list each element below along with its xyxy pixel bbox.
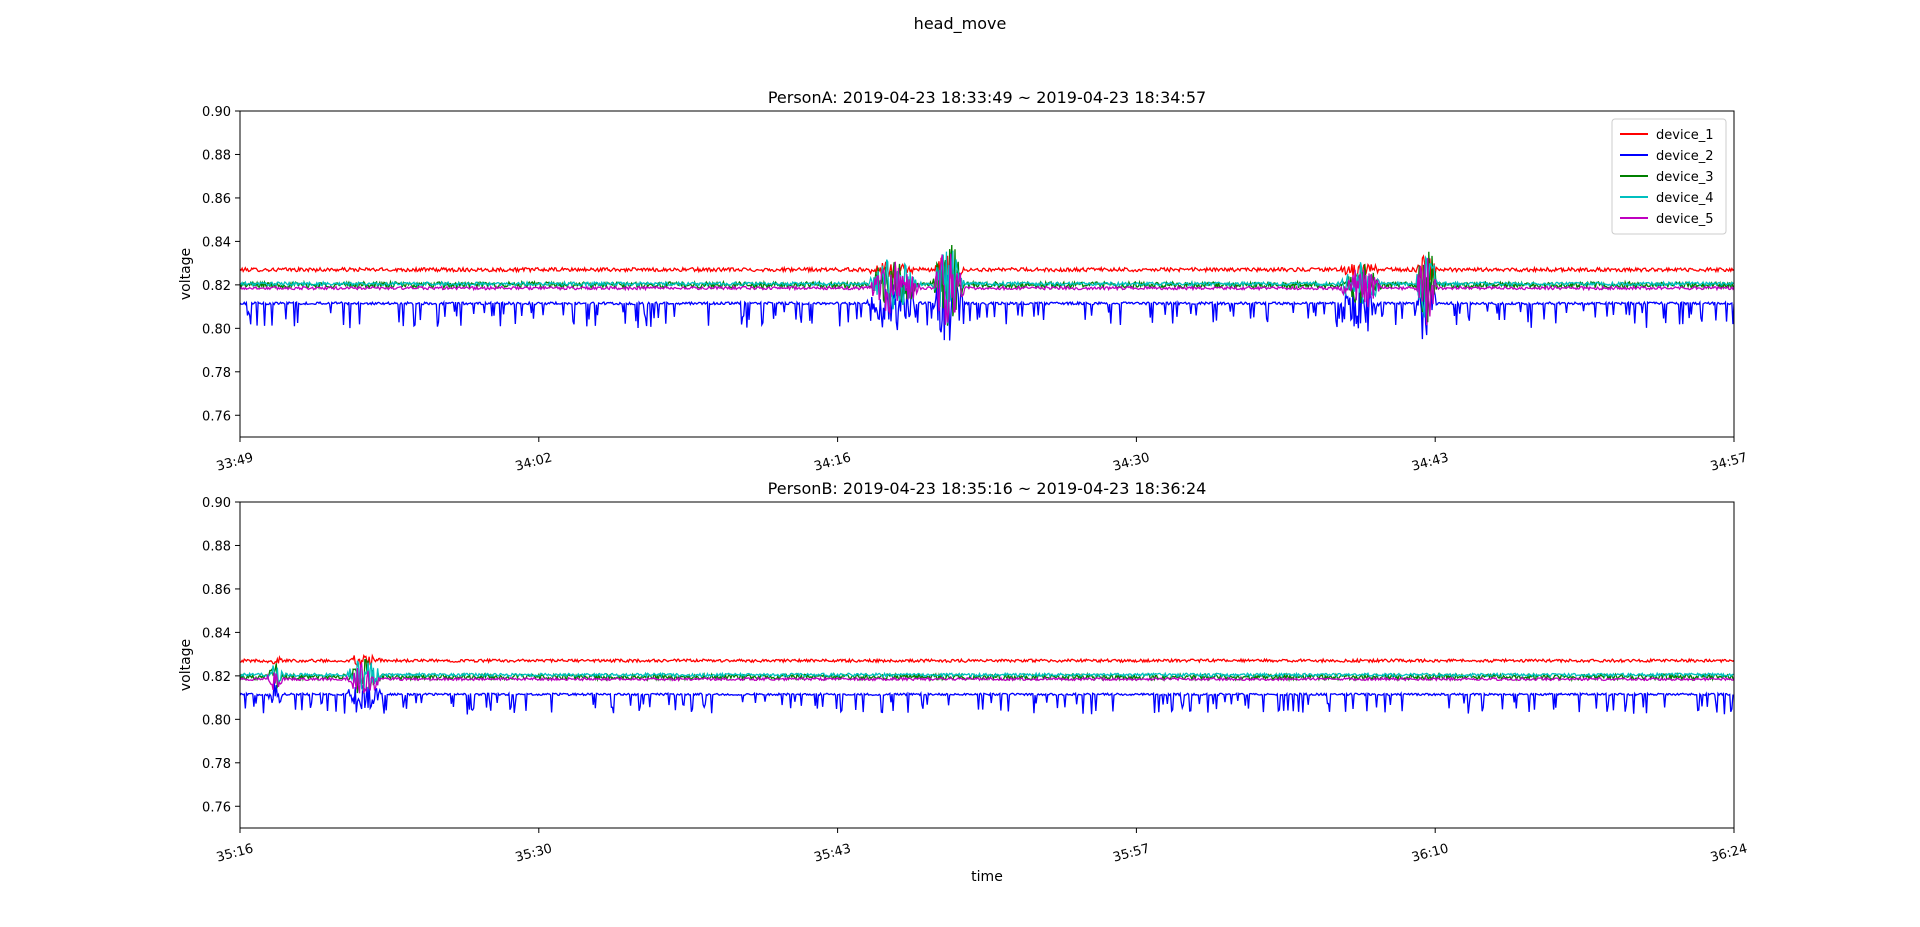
series-line-device_1 xyxy=(240,254,1734,283)
subplot-title: PersonB: 2019-04-23 18:35:16 ~ 2019-04-2… xyxy=(768,479,1207,498)
y-tick-label: 0.88 xyxy=(202,148,231,163)
y-tick-label: 0.84 xyxy=(202,626,231,641)
series-line-device_1 xyxy=(240,653,1734,668)
series-line-device_5 xyxy=(240,661,1734,694)
y-axis-label: voltage xyxy=(178,639,194,691)
y-tick-label: 0.86 xyxy=(202,583,231,598)
figure-suptitle: head_move xyxy=(914,14,1007,34)
legend-label-device_5: device_5 xyxy=(1656,212,1713,227)
y-tick-label: 0.76 xyxy=(202,800,231,815)
series-group xyxy=(240,653,1734,715)
y-axis-label: voltage xyxy=(178,248,194,300)
series-line-device_4 xyxy=(240,660,1734,694)
y-tick-label: 0.90 xyxy=(202,105,231,120)
y-tick-label: 0.78 xyxy=(202,757,231,772)
y-tick-label: 0.84 xyxy=(202,235,231,250)
legend: device_1 device_2 device_3 device_4 device_5 xyxy=(1611,118,1727,235)
plot-frame xyxy=(239,110,1735,438)
series-line-device_5 xyxy=(240,253,1734,326)
legend-label-device_2: device_2 xyxy=(1656,149,1713,164)
y-tick-label: 0.82 xyxy=(202,670,231,685)
series-line-device_2 xyxy=(240,271,1734,341)
y-tick-label: 0.82 xyxy=(202,279,231,294)
legend-label-device_3: device_3 xyxy=(1656,170,1713,185)
y-tick-label: 0.80 xyxy=(202,322,231,337)
y-tick-label: 0.76 xyxy=(202,409,231,424)
y-tick-label: 0.88 xyxy=(202,539,231,554)
legend-box xyxy=(1611,118,1727,235)
series-line-device_2 xyxy=(240,680,1734,715)
legend-label-device_4: device_4 xyxy=(1656,191,1713,206)
y-tick-label: 0.80 xyxy=(202,713,231,728)
y-tick-label: 0.86 xyxy=(202,192,231,207)
subplot-1: PersonA: 2019-04-23 18:33:49 ~ 2019-04-2… xyxy=(178,88,1749,475)
y-tick-label: 0.90 xyxy=(202,496,231,511)
plot-frame xyxy=(239,501,1735,829)
legend-label-device_1: device_1 xyxy=(1656,128,1713,143)
series-line-device_4 xyxy=(240,250,1734,324)
y-tick-label: 0.78 xyxy=(202,366,231,381)
x-axis-label: time xyxy=(971,869,1003,885)
series-group xyxy=(240,244,1734,341)
subplot-title: PersonA: 2019-04-23 18:33:49 ~ 2019-04-2… xyxy=(768,88,1206,107)
